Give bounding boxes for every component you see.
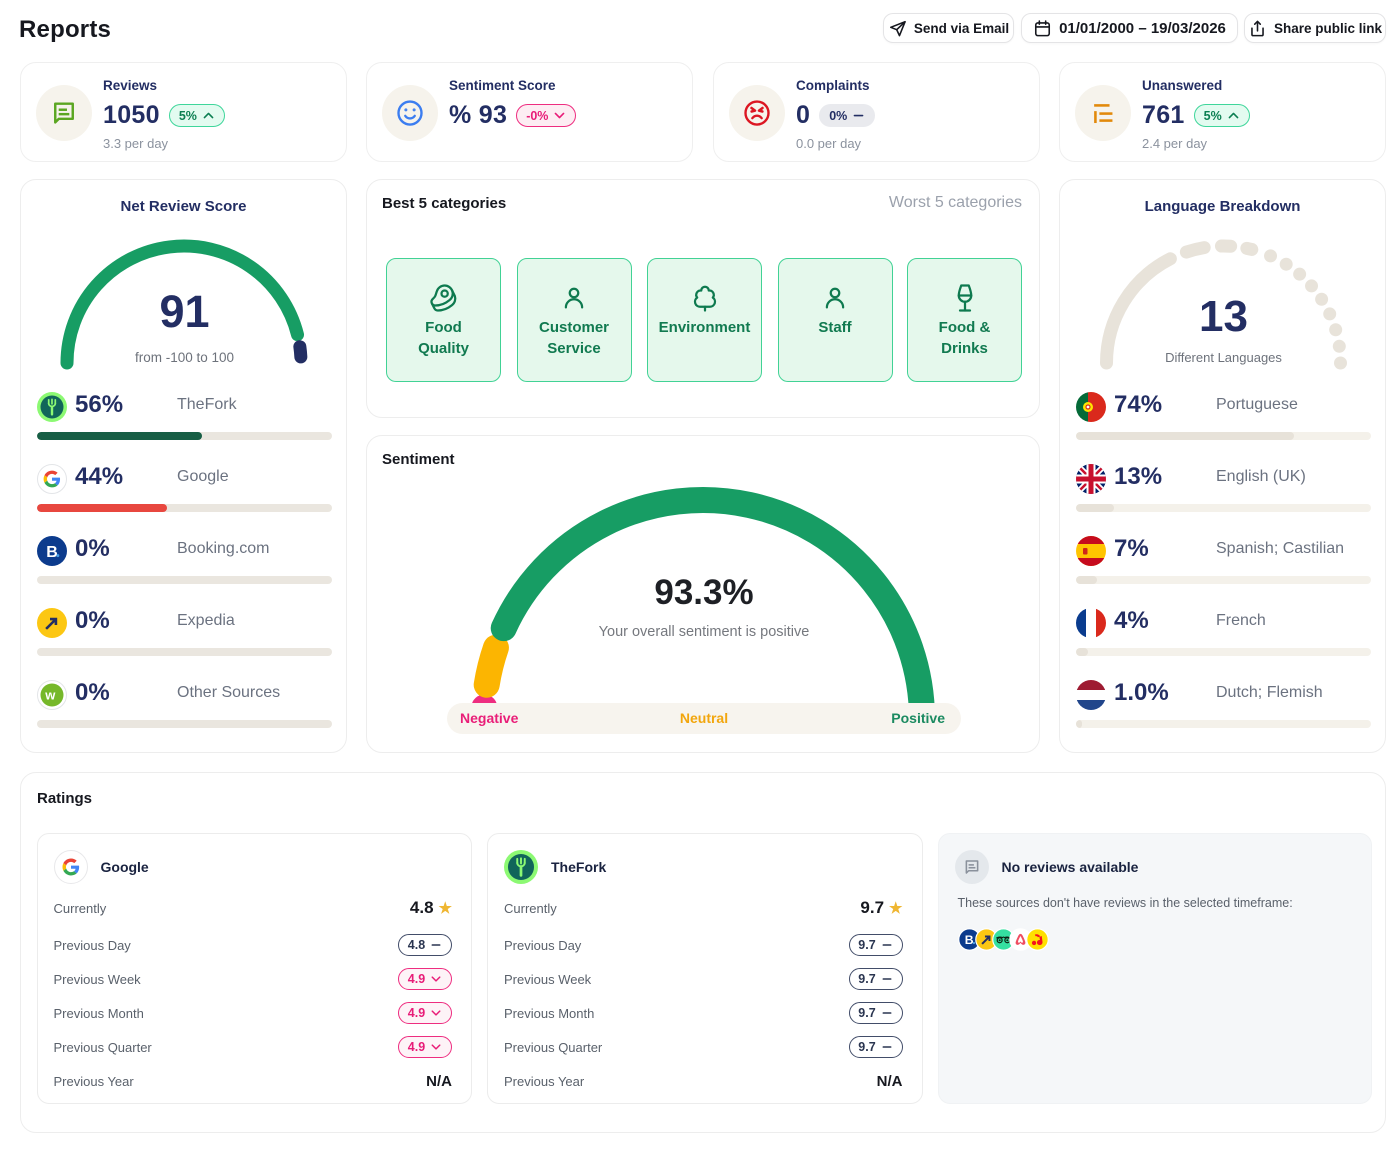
svg-text:B: B xyxy=(46,544,58,561)
svg-text:B: B xyxy=(964,933,973,947)
svg-text:w: w xyxy=(44,688,56,703)
